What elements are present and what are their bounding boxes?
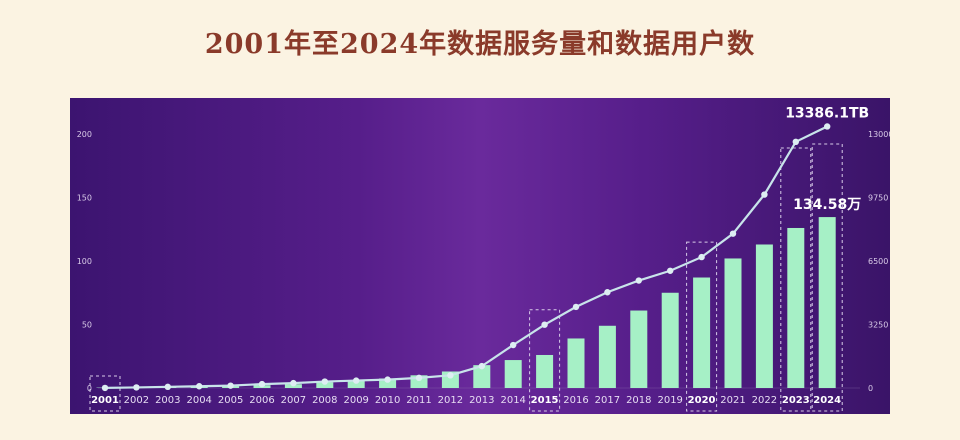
x-tick-2024: 2024	[813, 395, 841, 406]
line-point-2005	[227, 382, 234, 389]
line-point-2006	[258, 380, 266, 388]
highlight-box-2020	[686, 241, 718, 412]
x-tick-2007: 2007	[281, 395, 306, 406]
x-tick-2015: 2015	[531, 395, 559, 406]
bar-2008	[316, 382, 334, 388]
highlight-box-2023	[780, 147, 812, 412]
line-point-2009	[353, 377, 360, 384]
bar-2018	[630, 310, 648, 388]
line-point-2008	[321, 378, 328, 385]
x-tick-2001: 2001	[91, 395, 119, 406]
highlight-box-2024	[811, 143, 843, 412]
bar-2020	[693, 277, 711, 388]
x-tick-2017: 2017	[595, 395, 620, 406]
line-point-2012	[447, 372, 454, 379]
line-point-2014	[510, 341, 517, 349]
line-point-2015	[541, 321, 548, 328]
x-tick-2010: 2010	[375, 395, 400, 406]
line-point-2020	[698, 253, 705, 261]
bar-2009	[347, 380, 365, 388]
right-axis-tick: 0	[868, 384, 873, 393]
x-tick-2011: 2011	[406, 395, 431, 406]
line-point-2002	[133, 384, 140, 391]
line-series	[104, 125, 828, 390]
line-point-2011	[415, 374, 423, 382]
line-point-2019	[667, 267, 674, 274]
line-point-2007	[290, 379, 297, 387]
annotation-bar-max: 134.58万	[793, 197, 861, 213]
x-tick-2020: 2020	[688, 395, 716, 406]
x-tick-2003: 2003	[155, 395, 180, 406]
right-axis-tick: 6500	[868, 257, 888, 266]
annotation-line-max: 13386.1TB	[785, 105, 869, 121]
x-tick-2004: 2004	[186, 395, 211, 406]
line-point-2001	[101, 384, 109, 392]
x-tick-2008: 2008	[312, 395, 337, 406]
x-tick-2023: 2023	[782, 395, 810, 406]
right-axis-tick: 3250	[868, 321, 888, 330]
bar-2021	[724, 258, 742, 388]
left-axis-tick: 200	[77, 130, 92, 139]
line-point-2021	[729, 230, 737, 237]
chart-svg: 0 50 100 150 200 0 3250 6500 9750 13000 2001 2002 20…	[77, 105, 890, 412]
left-axis-tick: 50	[82, 321, 92, 330]
bar-2013	[473, 365, 491, 388]
right-axis-tick: 13000	[868, 130, 890, 139]
x-tick-2002: 2002	[124, 395, 149, 406]
line-point-2004	[196, 383, 203, 390]
x-tick-2012: 2012	[438, 395, 463, 406]
highlight-box-2015	[529, 309, 561, 412]
line-point-2016	[572, 303, 580, 311]
x-tick-2022: 2022	[752, 395, 777, 406]
bar-2023	[787, 227, 805, 388]
highlight-box-2001	[89, 375, 121, 412]
x-tick-2009: 2009	[343, 395, 368, 406]
line-point-2022	[761, 191, 768, 198]
line-point-2010	[384, 376, 391, 383]
x-tick-2005: 2005	[218, 395, 243, 406]
x-tick-2016: 2016	[563, 395, 588, 406]
line-point-2013	[478, 362, 485, 370]
chart-title: 2001年至2024年数据服务量和数据用户数	[204, 29, 756, 60]
line-point-2018	[635, 277, 642, 284]
x-tick-2014: 2014	[500, 395, 525, 406]
x-tick-2018: 2018	[626, 395, 651, 406]
bar-2015	[536, 354, 554, 388]
left-axis-tick: 0	[87, 384, 92, 393]
left-axis-tick: 100	[77, 257, 92, 266]
x-tick-2013: 2013	[469, 395, 494, 406]
line-point-2023	[792, 138, 799, 146]
x-tick-2021: 2021	[720, 395, 745, 406]
chart-panel: 0 50 100 150 200 0 3250 6500 9750 13000 2001 2002 20…	[70, 98, 890, 414]
line-point-2017	[604, 289, 611, 296]
bar-2016	[567, 338, 585, 388]
bar-2019	[661, 292, 679, 388]
line-point-2003	[164, 383, 171, 391]
bar-2014	[504, 360, 522, 388]
bar-2022	[755, 244, 773, 388]
x-tick-2006: 2006	[249, 395, 274, 406]
line-point-2024	[824, 123, 831, 130]
left-axis-tick: 150	[77, 194, 92, 203]
bar-2017	[598, 325, 616, 388]
bar-2010	[379, 378, 397, 388]
x-tick-2019: 2019	[657, 395, 682, 406]
bar-2024	[818, 217, 836, 388]
right-axis-tick: 9750	[868, 194, 888, 203]
